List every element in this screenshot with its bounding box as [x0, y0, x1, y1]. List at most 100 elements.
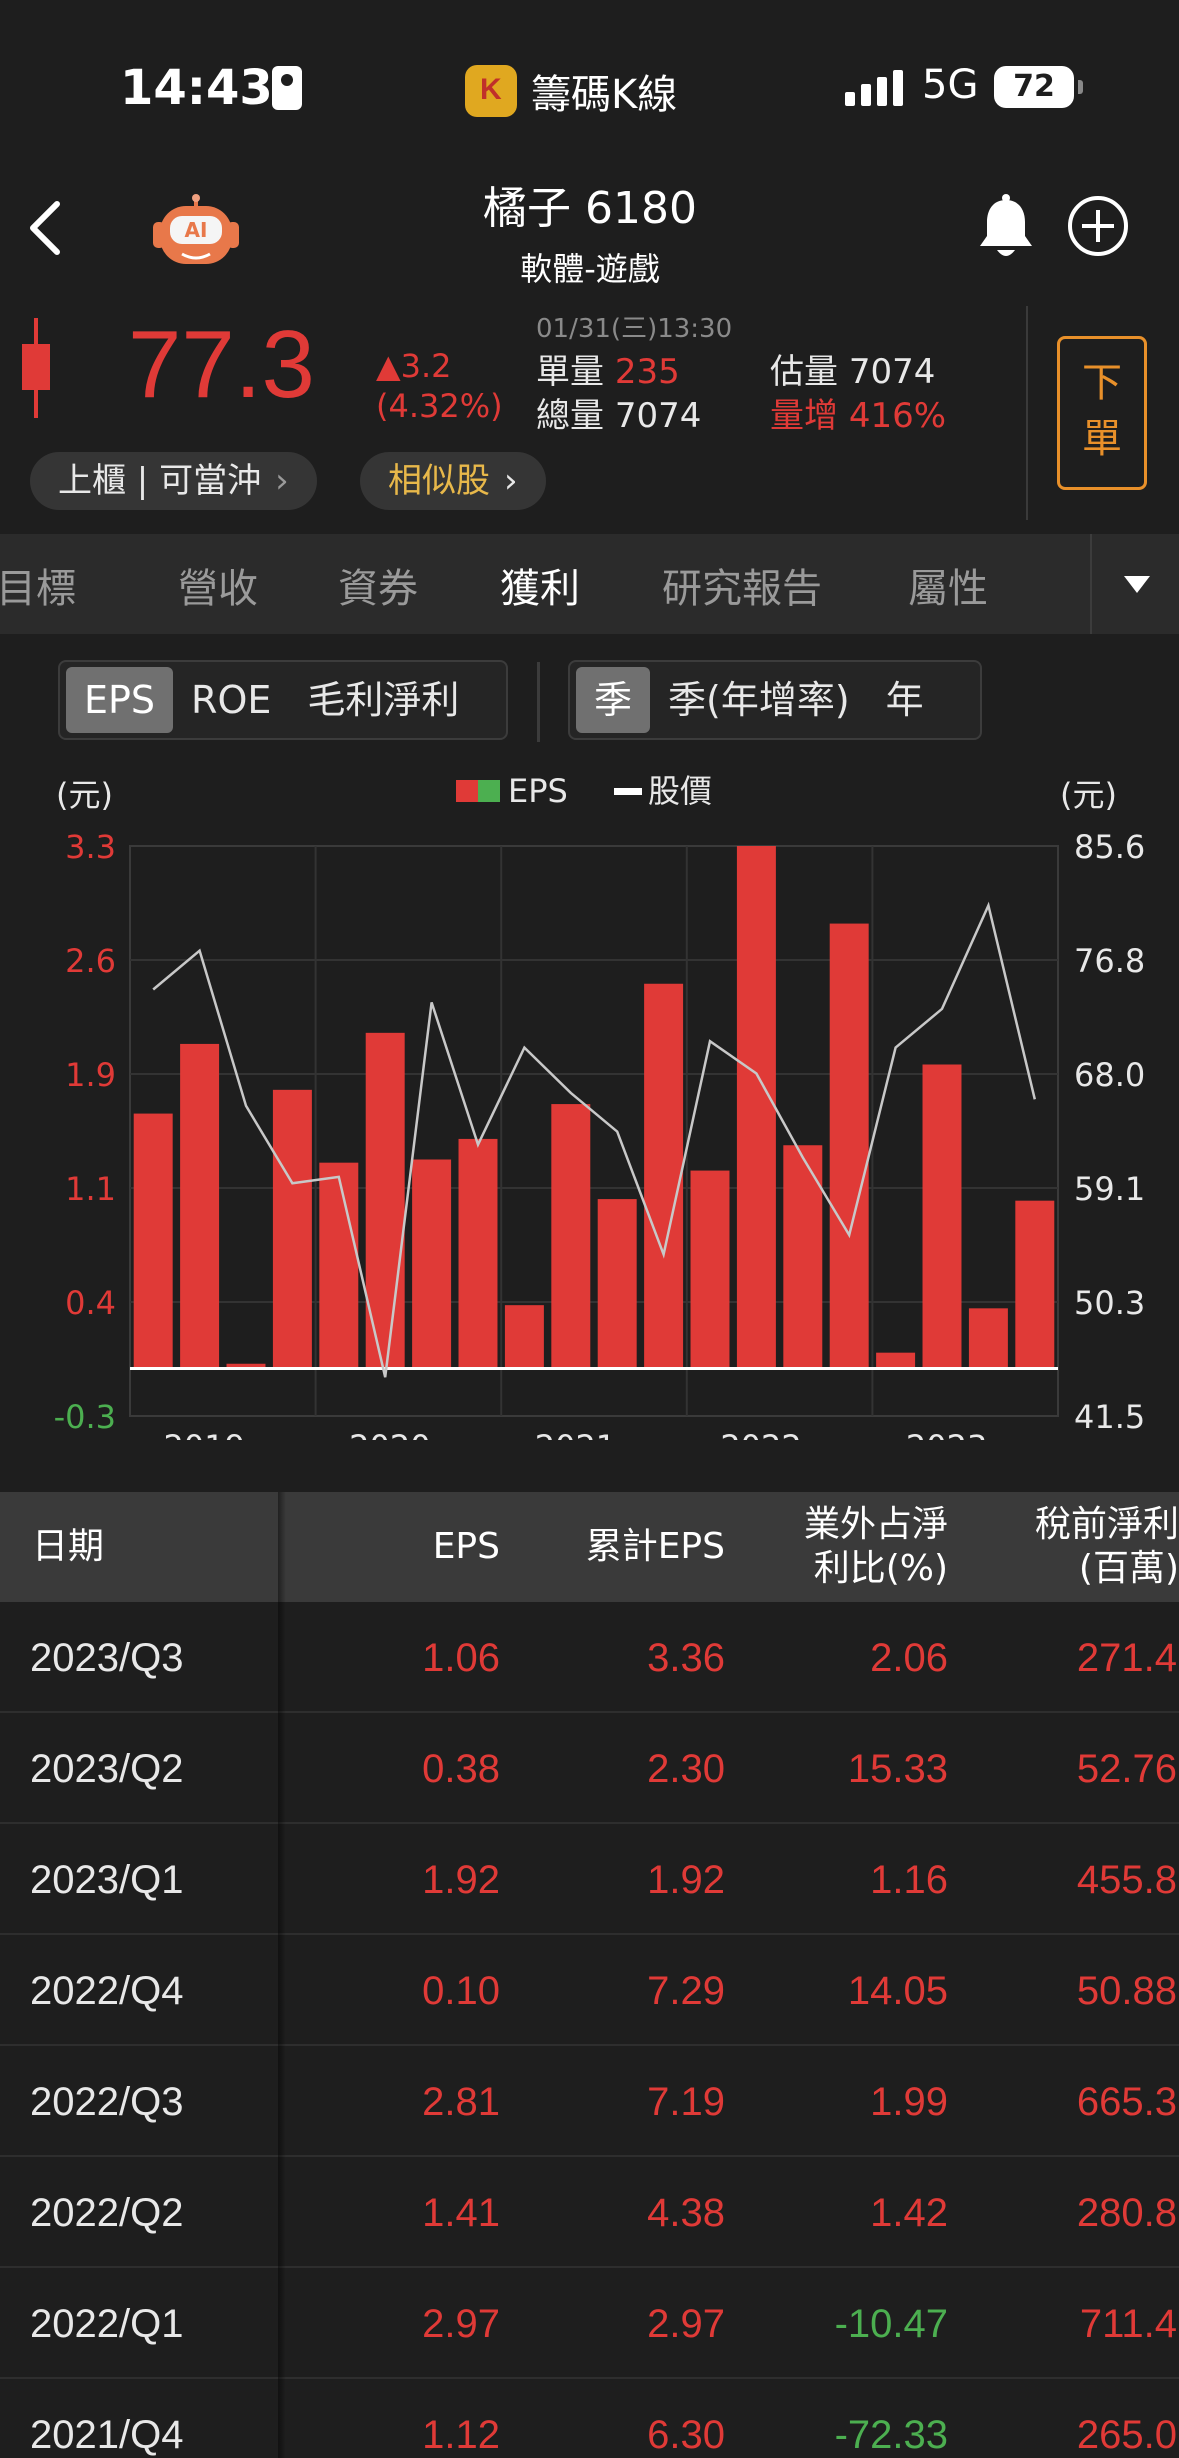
table-row[interactable]: 2023/Q2 0.38 2.30 15.33 52.76 [0, 1713, 1179, 1824]
bell-icon[interactable] [975, 194, 1037, 264]
left-tick-label: 2.6 [65, 942, 116, 980]
cell-date: 2023/Q1 [30, 1858, 184, 1902]
table-row[interactable]: 2022/Q1 2.97 2.97 -10.47 711.4 [0, 2268, 1179, 2379]
right-tick-label: 59.1 [1074, 1170, 1145, 1208]
eps-bar [272, 1089, 312, 1369]
right-tick-label: 85.6 [1074, 828, 1145, 866]
metric-margin[interactable]: 毛利淨利 [307, 678, 460, 722]
metric-selector: EPS ROE 毛利淨利 [58, 660, 508, 740]
period-quarter-yoy[interactable]: 季(年增率) [668, 678, 850, 722]
estimated-volume: 估量 7074 [770, 352, 936, 392]
table-row[interactable]: 2023/Q3 1.06 3.36 2.06 271.4 [0, 1602, 1179, 1713]
tabs-dropdown-icon[interactable] [1090, 534, 1179, 634]
status-bar: 14:43 籌碼K線 5G 72 [0, 0, 1179, 170]
right-tick-label: 41.5 [1074, 1398, 1145, 1436]
id-badge-icon [272, 66, 302, 110]
price-change: ▲3.2 (4.32%) [376, 346, 503, 426]
tab-target[interactable]: 目標 [0, 566, 76, 612]
chart-frame [129, 845, 1059, 1417]
stock-title: 橘子 6180 軟體-遊戲 [390, 172, 790, 290]
cell-nonop-ratio: 14.05 [847, 1969, 948, 2013]
market-chip[interactable]: 上櫃 | 可當沖 › [30, 452, 317, 510]
right-tick-label: 50.3 [1074, 1284, 1145, 1322]
header-date: 日期 [32, 1526, 105, 1567]
eps-bar [458, 1138, 498, 1369]
cell-pretax-income: 455.8 [1076, 1858, 1177, 1902]
metric-eps[interactable]: EPS [66, 667, 174, 733]
place-order-button[interactable]: 下單 [1057, 336, 1147, 490]
period-selector: 季 季(年增率) 年 [568, 660, 982, 740]
tab-attributes[interactable]: 屬性 [908, 566, 988, 612]
eps-bar [1015, 1200, 1055, 1369]
battery-icon: 72 [994, 66, 1083, 108]
x-tick-label: 2021 [535, 1428, 616, 1440]
table-row[interactable]: 2022/Q3 2.81 7.19 1.99 665.3 [0, 2046, 1179, 2157]
eps-bar [922, 1064, 962, 1369]
x-tick-label: 2023 [906, 1428, 987, 1440]
stock-industry: 軟體-遊戲 [520, 250, 660, 288]
similar-stocks-chip[interactable]: 相似股 › [360, 452, 546, 510]
ai-robot-icon[interactable]: AI [148, 194, 244, 268]
cell-nonop-ratio: 2.06 [870, 1636, 948, 1680]
tab-profit[interactable]: 獲利 [500, 566, 580, 612]
cell-nonop-ratio: -72.33 [834, 2413, 948, 2457]
volume-increase: 量增 416% [770, 396, 947, 436]
cell-eps: 2.97 [422, 2302, 500, 2346]
eps-chart: (元) (元) EPS 股價 3.3 85.6 2.6 76.8 1.9 68.0 1.1 5… [54, 772, 1146, 1440]
table-row[interactable]: 2022/Q4 0.10 7.29 14.05 50.88 [0, 1935, 1179, 2046]
market-chip-label: 上櫃 | 可當沖 [58, 461, 262, 501]
metric-roe[interactable]: ROE [191, 678, 272, 722]
eps-bar [829, 923, 869, 1369]
eps-bar [783, 1145, 823, 1369]
eps-bar [736, 846, 776, 1369]
legend-eps: EPS [508, 772, 568, 810]
cell-eps: 1.92 [422, 1858, 500, 1902]
eps-bar [180, 1043, 220, 1369]
table-body: 2023/Q3 1.06 3.36 2.06 271.4 2023/Q2 0.38 2.30 1… [0, 1602, 1179, 2458]
legend-eps-swatch-red [456, 780, 478, 802]
table-row[interactable]: 2023/Q1 1.92 1.92 1.16 455.8 [0, 1824, 1179, 1935]
eps-bar [226, 1363, 266, 1369]
table-row[interactable]: 2022/Q2 1.41 4.38 1.42 280.8 [0, 2157, 1179, 2268]
period-quarter[interactable]: 季 [576, 667, 651, 733]
right-axis-unit: (元) [1060, 776, 1117, 814]
cell-cum-eps: 4.38 [647, 2191, 725, 2235]
cell-date: 2023/Q3 [30, 1636, 184, 1680]
eps-bar [412, 1159, 452, 1369]
left-axis-unit: (元) [56, 776, 113, 814]
period-year[interactable]: 年 [885, 678, 924, 722]
candlestick-icon [22, 318, 50, 418]
app-logo-icon [465, 65, 517, 117]
section-tabs: 目標 營收 資券 獲利 研究報告 屬性 [0, 534, 1179, 634]
table-header: 日期 EPS 累計EPS 業外占淨 利比(%) 稅前淨利 (百萬) [0, 1492, 1179, 1602]
tab-revenue[interactable]: 營收 [178, 566, 258, 612]
left-tick-label: 3.3 [65, 828, 116, 866]
back-icon[interactable] [25, 198, 65, 258]
table-row[interactable]: 2021/Q4 1.12 6.30 -72.33 265.0 [0, 2379, 1179, 2458]
cell-cum-eps: 7.19 [647, 2080, 725, 2124]
header-eps: EPS [432, 1526, 500, 1567]
cell-eps: 1.41 [422, 2191, 500, 2235]
add-watchlist-icon[interactable] [1066, 194, 1130, 258]
cell-pretax-income: 265.0 [1076, 2413, 1177, 2457]
cell-eps: 1.12 [422, 2413, 500, 2457]
similar-stocks-label: 相似股 [388, 461, 490, 501]
price-change-percent: (4.32%) [376, 387, 503, 425]
cell-nonop-ratio: 1.42 [870, 2191, 948, 2235]
cell-pretax-income: 280.8 [1076, 2191, 1177, 2235]
cell-nonop-ratio: 15.33 [847, 1747, 948, 1791]
right-tick-label: 76.8 [1074, 942, 1145, 980]
total-volume: 總量 7074 [536, 396, 702, 436]
tab-research[interactable]: 研究報告 [662, 566, 822, 612]
eps-bar [644, 983, 684, 1369]
status-app-name: 籌碼K線 [531, 72, 678, 118]
header-pretax-income: 稅前淨利 (百萬) [1034, 1504, 1179, 1589]
eps-bar [690, 1170, 730, 1369]
cell-signal-icon [845, 70, 903, 106]
tab-margin[interactable]: 資券 [338, 566, 418, 612]
x-tick-label: 2020 [349, 1428, 430, 1440]
right-tick-label: 68.0 [1074, 1056, 1145, 1094]
price-line [152, 901, 1037, 1378]
cell-nonop-ratio: -10.47 [834, 2302, 948, 2346]
left-tick-label: 0.4 [65, 1284, 116, 1322]
